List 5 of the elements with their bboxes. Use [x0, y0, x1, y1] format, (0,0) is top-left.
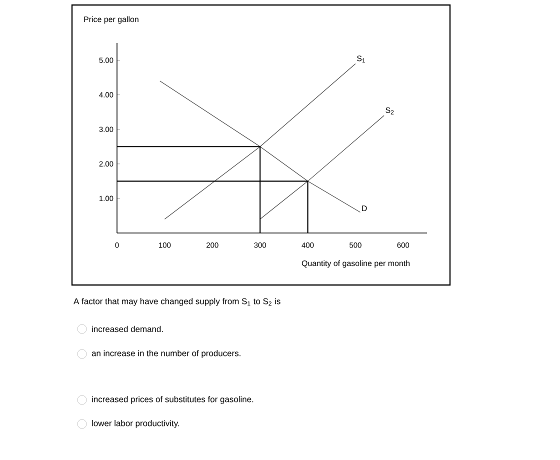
text: A factor that may have changed supply from S$_{1}$ to S$_{2}$ is: [74, 298, 280, 306]
text: an increase in the number of producers.: [92, 350, 240, 358]
text: increased demand.: [92, 326, 163, 332]
text: lower labor productivity.: [92, 420, 180, 428]
text: increased prices of substitutes for gasoline.: [92, 396, 254, 404]
